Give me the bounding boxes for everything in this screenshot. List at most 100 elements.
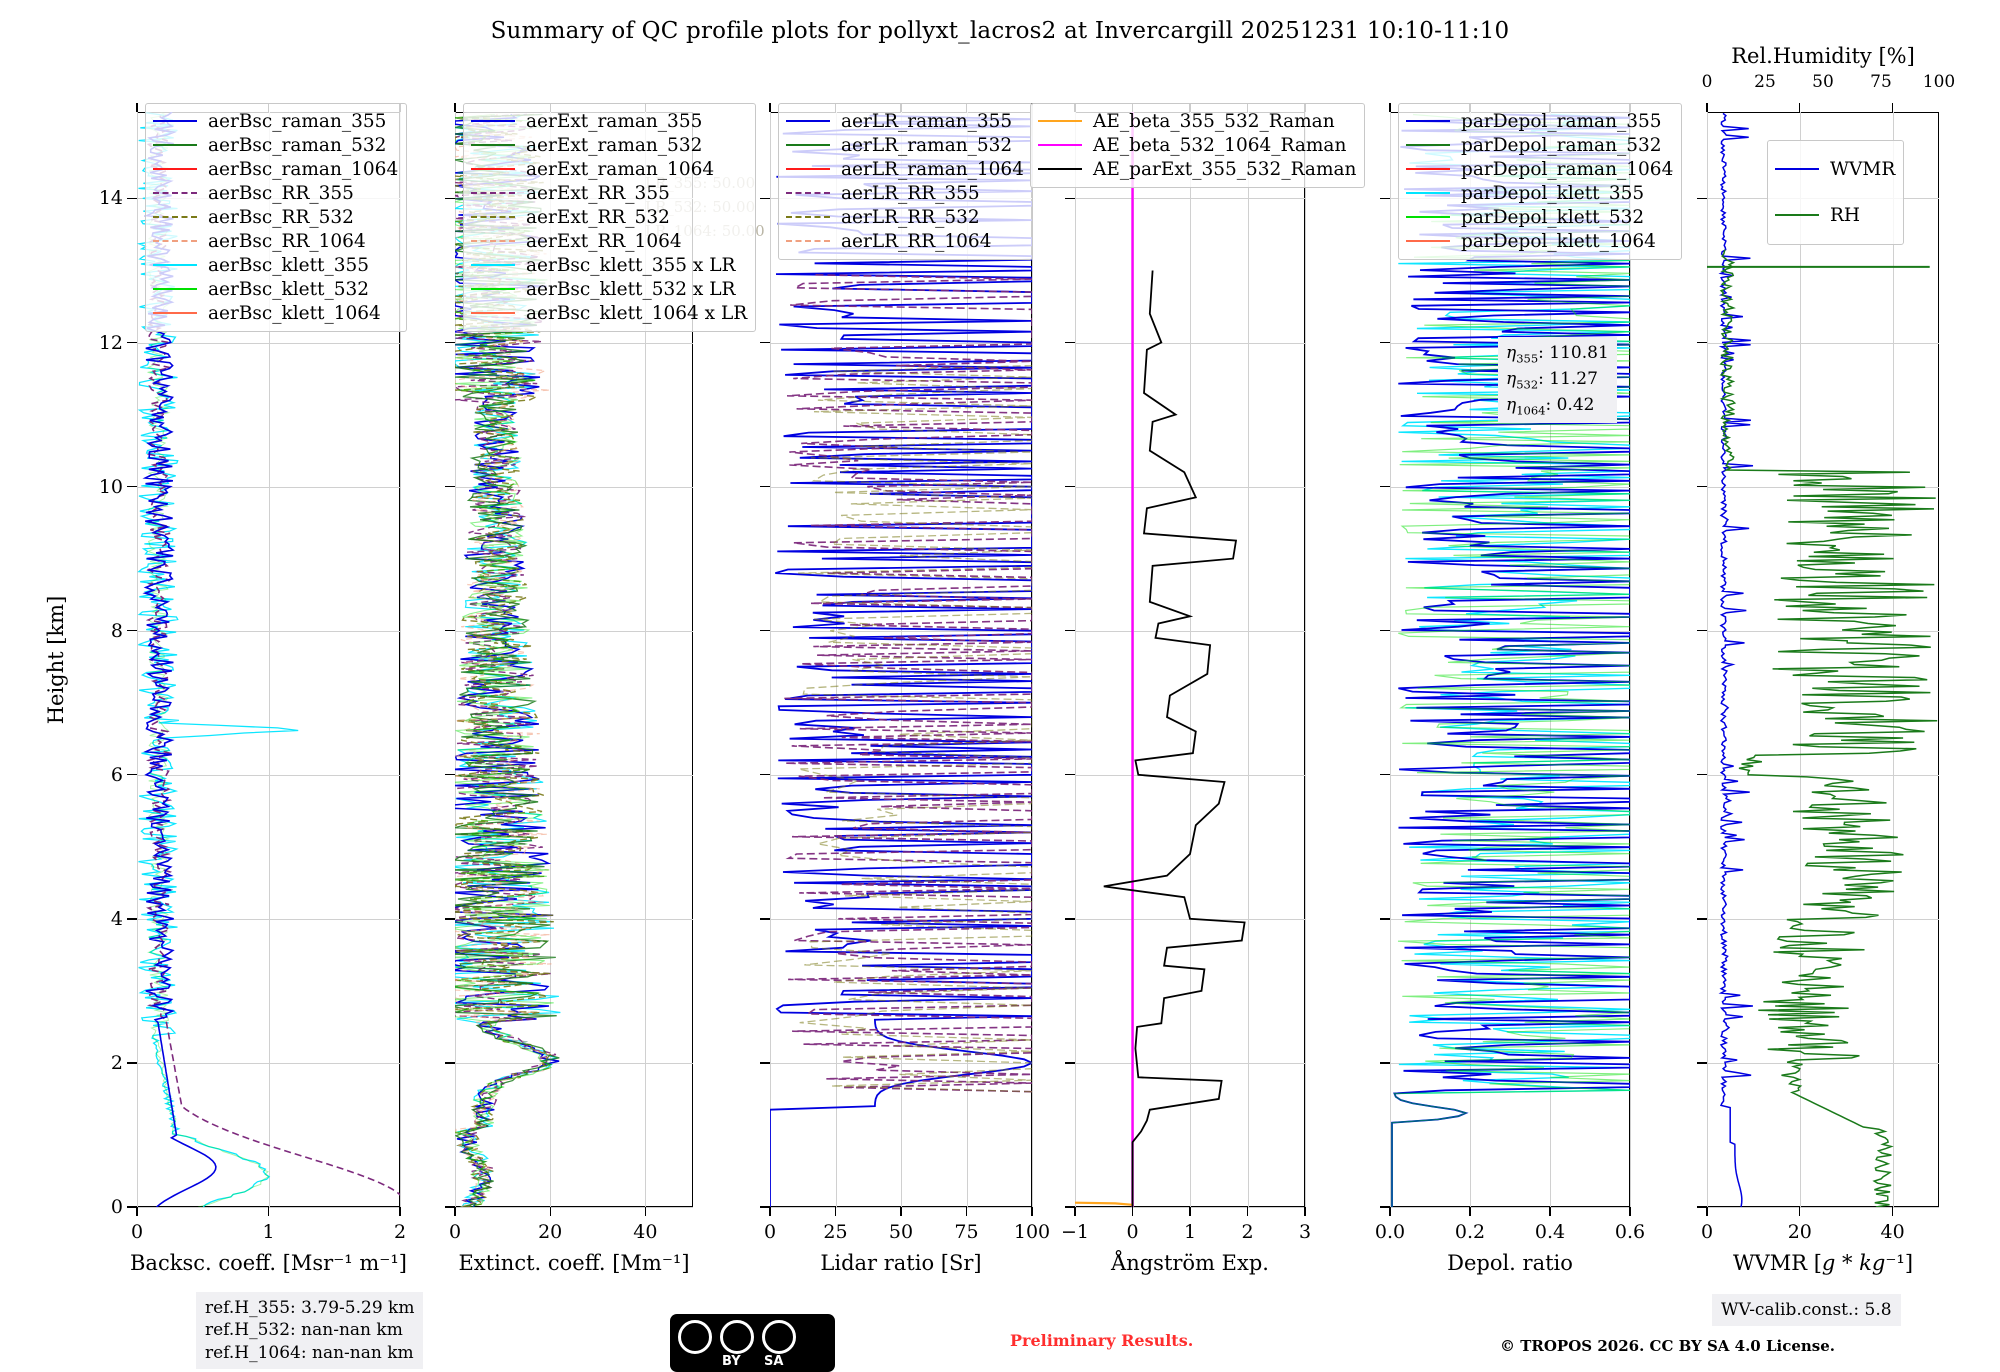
gridline-vertical bbox=[550, 112, 552, 1207]
legend-item[interactable]: aerBsc_RR_1064 bbox=[153, 229, 398, 253]
legend-item[interactable]: AE_beta_355_532_Raman bbox=[1038, 109, 1356, 133]
legend-item[interactable]: aerBsc_raman_1064 bbox=[153, 157, 398, 181]
panel-water-vapour: 0 20 40 0 25 50 75 100 Rel.Humidity [%] WVMR [𝑔 *… bbox=[1697, 44, 1955, 1275]
legend-label: aerBsc_raman_355 bbox=[208, 110, 387, 132]
y-tick bbox=[760, 774, 770, 776]
x-tick-top bbox=[769, 103, 771, 112]
legend-item[interactable]: aerExt_raman_532 bbox=[471, 133, 747, 157]
legend-swatch-icon bbox=[153, 144, 197, 146]
legend-swatch-icon bbox=[1406, 216, 1450, 218]
legend-item[interactable]: parDepol_raman_532 bbox=[1406, 133, 1673, 157]
legend-swatch-icon bbox=[471, 264, 515, 266]
legend-label: aerBsc_raman_532 bbox=[208, 134, 387, 156]
legend-item[interactable]: AE_beta_532_1064_Raman bbox=[1038, 133, 1356, 157]
legend-label: aerExt_RR_355 bbox=[526, 182, 670, 204]
eta-row: η355: 110.81 bbox=[1506, 343, 1609, 366]
legend-item[interactable]: aerLR_RR_355 bbox=[786, 181, 1024, 205]
x-tick-label: 1 bbox=[262, 1221, 275, 1243]
cc-circle-icon bbox=[762, 1320, 796, 1354]
legend-item[interactable]: aerBsc_klett_532 bbox=[153, 277, 398, 301]
gridline-vertical bbox=[1247, 112, 1249, 1207]
top-x-tick-label: 25 bbox=[1754, 72, 1776, 92]
y-tick bbox=[1380, 1062, 1390, 1064]
x-axis-label: Depol. ratio bbox=[1447, 1251, 1573, 1275]
legend-item[interactable]: aerBsc_RR_355 bbox=[153, 181, 398, 205]
legend-label: aerLR_RR_1064 bbox=[841, 230, 992, 252]
legend-item[interactable]: aerLR_raman_1064 bbox=[786, 157, 1024, 181]
gridline-vertical bbox=[400, 112, 401, 1207]
y-tick bbox=[127, 774, 137, 776]
x-tick-label: 20 bbox=[1787, 1221, 1812, 1243]
legend-swatch-icon bbox=[1775, 214, 1819, 216]
series-line bbox=[455, 113, 554, 1207]
legend-item[interactable]: parDepol_klett_532 bbox=[1406, 205, 1673, 229]
gridline-vertical bbox=[901, 112, 902, 1207]
legend-item[interactable]: aerLR_RR_532 bbox=[786, 205, 1024, 229]
x-tick bbox=[1799, 1207, 1801, 1216]
x-tick bbox=[549, 1207, 551, 1216]
legend-item[interactable]: aerBsc_klett_355 x LR bbox=[471, 253, 747, 277]
legend-swatch-icon bbox=[786, 240, 830, 242]
legend-item[interactable]: aerLR_RR_1064 bbox=[786, 229, 1024, 253]
x-tick-label: 2 bbox=[393, 1221, 407, 1243]
panel-depolarization-ratio: 0.0 0.2 0.4 0.6 Depol. ratio parDepol_raman_3… bbox=[1375, 103, 1683, 1275]
y-tick bbox=[760, 197, 770, 200]
legend-label: WVMR bbox=[1830, 158, 1896, 180]
x-tick-label: 0 bbox=[448, 1221, 462, 1243]
x-tick bbox=[399, 1207, 401, 1216]
panel-extinction: 0 20 40 Extinct. coeff. [Mm⁻¹] aerExt_raman_… bbox=[445, 103, 765, 1275]
gridline-horizontal bbox=[455, 774, 693, 776]
series-line bbox=[1719, 249, 1938, 1207]
legend-item[interactable]: parDepol_raman_1064 bbox=[1406, 157, 1673, 181]
x-tick-label: 40 bbox=[633, 1221, 658, 1243]
legend-label: aerExt_raman_355 bbox=[526, 110, 703, 132]
y-tick bbox=[760, 1062, 770, 1064]
y-tick bbox=[445, 1206, 455, 1208]
legend-item[interactable]: aerExt_raman_355 bbox=[471, 109, 747, 133]
legend-item[interactable]: aerLR_raman_532 bbox=[786, 133, 1024, 157]
x-tick-label: 50 bbox=[888, 1221, 914, 1243]
legend-item[interactable]: aerExt_raman_1064 bbox=[471, 157, 747, 181]
y-tick bbox=[760, 485, 770, 488]
series-line bbox=[455, 113, 557, 1207]
y-tick bbox=[1065, 1062, 1075, 1064]
y-tick bbox=[127, 485, 137, 488]
legend-item[interactable]: parDepol_klett_355 bbox=[1406, 181, 1673, 205]
legend-item[interactable]: aerExt_RR_355 bbox=[471, 181, 747, 205]
legend-item[interactable]: aerBsc_klett_532 x LR bbox=[471, 277, 747, 301]
legend-item[interactable]: aerBsc_RR_532 bbox=[153, 205, 398, 229]
legend-item[interactable]: aerExt_RR_532 bbox=[471, 205, 747, 229]
x-tick bbox=[267, 1207, 270, 1216]
x-axis-label: Ångström Exp. bbox=[1111, 1251, 1269, 1275]
x-tick-label: 40 bbox=[1880, 1221, 1905, 1243]
gridline-horizontal bbox=[1390, 486, 1630, 488]
legend-item[interactable]: parDepol_raman_355 bbox=[1406, 109, 1673, 133]
x-axis-label: Lidar ratio [Sr] bbox=[820, 1251, 982, 1275]
series-line bbox=[770, 114, 1032, 1207]
legend-item[interactable]: WVMR bbox=[1775, 146, 1895, 192]
legend-item[interactable]: aerBsc_klett_355 bbox=[153, 253, 398, 277]
legend-item[interactable]: aerBsc_raman_532 bbox=[153, 133, 398, 157]
legend-item[interactable]: aerBsc_klett_1064 x LR bbox=[471, 301, 747, 325]
panel-backscatter: 0 2 4 6 8 10 12 14 0 1 2 Backsc. coeff. [Msr⁻¹ m⁻¹]… bbox=[99, 103, 408, 1275]
legend-item[interactable]: aerLR_raman_355 bbox=[786, 109, 1024, 133]
y-tick bbox=[1380, 629, 1390, 632]
x-tick bbox=[1706, 1207, 1708, 1216]
legend-label: parDepol_klett_355 bbox=[1461, 182, 1645, 204]
legend-item[interactable]: parDepol_klett_1064 bbox=[1406, 229, 1673, 253]
legend-item[interactable]: aerExt_RR_1064 bbox=[471, 229, 747, 253]
x-axis-label: Extinct. coeff. [Mm⁻¹] bbox=[458, 1251, 690, 1275]
y-tick bbox=[1697, 1062, 1707, 1064]
data-curves bbox=[1391, 113, 1630, 1207]
legend-label: aerLR_RR_532 bbox=[841, 206, 980, 228]
legend-swatch-icon bbox=[153, 216, 197, 218]
y-tick bbox=[1065, 485, 1075, 488]
gridline-vertical bbox=[1707, 112, 1708, 1207]
data-curves bbox=[1707, 112, 1938, 1207]
y-tick bbox=[445, 485, 455, 488]
legend-item[interactable]: RH bbox=[1775, 192, 1895, 238]
legend-item[interactable]: aerBsc_raman_355 bbox=[153, 109, 398, 133]
legend-item[interactable]: AE_parExt_355_532_Raman bbox=[1038, 157, 1356, 181]
legend-item[interactable]: aerBsc_klett_1064 bbox=[153, 301, 398, 325]
y-tick bbox=[760, 341, 770, 344]
